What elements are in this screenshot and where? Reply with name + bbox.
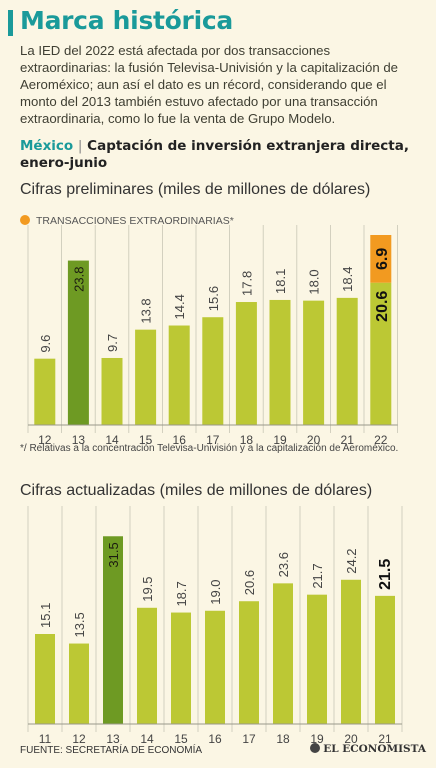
tick-label-15: 15	[174, 732, 188, 746]
label-19: 18.1	[273, 269, 288, 294]
label-extraordinary-22: 6.9	[374, 248, 391, 270]
label-11: 15.1	[38, 603, 53, 628]
label-13: 23.8	[71, 267, 86, 292]
label-14: 9.7	[105, 334, 120, 352]
label-19: 21.7	[310, 563, 325, 588]
tick-label-22: 22	[374, 433, 388, 447]
tick-label-13: 13	[106, 732, 120, 746]
logo-text: EL ECONOMISTA	[323, 743, 426, 755]
label-17: 20.6	[242, 570, 257, 595]
tick-label-20: 20	[307, 433, 321, 447]
bar-19	[307, 594, 327, 724]
label-18: 17.8	[239, 271, 254, 296]
tick-label-18: 18	[240, 433, 254, 447]
bar-17	[239, 601, 259, 724]
heading-country: México	[20, 138, 74, 154]
label-16: 19.0	[208, 579, 223, 604]
bar-13	[67, 260, 89, 425]
chart2-title: Cifras actualizadas (miles de millones d…	[20, 482, 373, 499]
bar-17	[202, 317, 224, 425]
label-12: 13.5	[72, 612, 87, 637]
bar-14	[137, 607, 157, 724]
bar-21	[375, 595, 395, 724]
bar-18	[235, 302, 257, 425]
bar-16	[168, 325, 190, 425]
intro-paragraph: La IED del 2022 está afectada por dos tr…	[20, 43, 398, 126]
tick-label-12: 12	[72, 732, 86, 746]
bar-12	[34, 358, 56, 425]
footnote: */ Relativas a la concentración Televisa…	[20, 443, 399, 454]
label-13: 31.5	[106, 542, 121, 567]
bar-19	[269, 299, 291, 425]
tick-label-19: 19	[310, 732, 324, 746]
tick-label-15: 15	[139, 433, 153, 447]
page-title: Marca histórica	[20, 6, 233, 35]
label-15: 18.7	[174, 581, 189, 606]
heading-separator: |	[77, 138, 83, 154]
tick-label-17: 17	[206, 433, 220, 447]
title-accent-bar	[8, 10, 13, 36]
chart1-legend: TRANSACCIONES EXTRAORDINARIAS*	[20, 215, 234, 227]
bar-11	[35, 634, 55, 724]
label-22: 20.6	[374, 291, 391, 322]
label-12: 9.6	[38, 335, 53, 353]
tick-label-20: 20	[344, 732, 358, 746]
tick-label-18: 18	[276, 732, 290, 746]
tick-label-16: 16	[208, 732, 222, 746]
tick-label-12: 12	[38, 433, 52, 447]
tick-label-19: 19	[273, 433, 287, 447]
chart1-title: Cifras preliminares (miles de millones d…	[20, 181, 371, 198]
legend-dot-icon	[20, 215, 30, 225]
label-16: 14.4	[172, 294, 187, 319]
bar-13	[103, 536, 123, 724]
tick-label-21: 21	[341, 433, 355, 447]
label-17: 15.6	[206, 286, 221, 311]
heading-text: Captación de inversión extranjera direct…	[20, 138, 409, 171]
bar-12	[69, 643, 89, 724]
label-20: 18.0	[307, 269, 322, 294]
bar-15	[171, 612, 191, 724]
label-14: 19.5	[140, 576, 155, 601]
publisher-logo: EL ECONOMISTA	[310, 743, 426, 755]
chart-heading: México | Captación de inversión extranje…	[20, 138, 424, 172]
bar-20	[303, 300, 325, 425]
label-18: 23.6	[276, 552, 291, 577]
tick-label-16: 16	[173, 433, 187, 447]
tick-label-11: 11	[39, 732, 52, 746]
source-note: FUENTE: SECRETARÍA DE ECONOMÍA	[20, 745, 203, 756]
tick-label-17: 17	[242, 732, 256, 746]
bar-extraordinary-22	[370, 235, 392, 283]
bar-15	[135, 329, 157, 425]
label-21: 21.5	[377, 559, 394, 590]
tick-label-21: 21	[378, 732, 392, 746]
bar-18	[273, 583, 293, 724]
tick-label-14: 14	[105, 433, 119, 447]
bar-14	[101, 357, 123, 425]
chart1-preliminary: 9.6 12 23.8 13 9.7 14 13.8 15 14.4 16 15.6 17 17.8 18…	[27, 225, 399, 447]
logo-mark-icon	[310, 743, 321, 753]
tick-label-14: 14	[140, 732, 154, 746]
bar-16	[205, 610, 225, 724]
label-21: 18.4	[340, 267, 355, 292]
bar-20	[341, 579, 361, 724]
bar-22	[370, 282, 392, 425]
label-20: 24.2	[344, 548, 359, 573]
legend-label: TRANSACCIONES EXTRAORDINARIAS*	[36, 215, 234, 227]
bar-21	[336, 297, 358, 425]
tick-label-13: 13	[72, 433, 86, 447]
label-15: 13.8	[139, 298, 154, 323]
